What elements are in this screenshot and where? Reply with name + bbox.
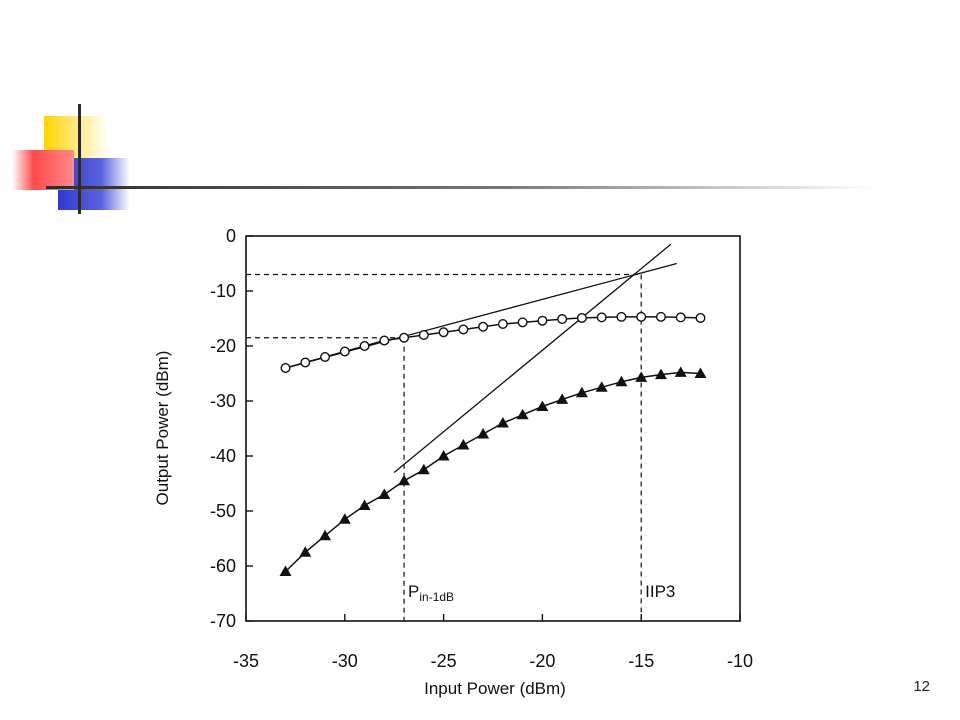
circle-data-point — [458, 324, 469, 335]
circle-data-point — [675, 312, 686, 323]
circle-data-point — [557, 314, 568, 325]
extrapolation-line-2 — [393, 243, 672, 474]
triangle-data-point — [319, 529, 332, 541]
triangle-data-point — [615, 375, 628, 387]
triangle-data-point — [654, 368, 667, 380]
x-tick-label: -35 — [233, 651, 259, 671]
annotation-label-2: IIP3 — [645, 582, 675, 601]
circle-data-point — [359, 341, 370, 352]
x-tick-label: -30 — [332, 651, 358, 671]
y-tick-label: -60 — [210, 556, 236, 576]
triangle-data-point — [516, 408, 529, 420]
circle-data-point — [616, 311, 627, 322]
triangle-data-point — [437, 450, 450, 461]
page-number: 12 — [913, 678, 930, 695]
triangle-data-point — [457, 439, 470, 450]
circle-data-point — [300, 357, 311, 368]
triangle-data-point — [674, 366, 687, 377]
triangle-data-point — [496, 417, 509, 428]
circle-data-point — [596, 312, 607, 323]
x-tick-label: -15 — [628, 651, 654, 671]
circle-data-point — [379, 335, 390, 346]
circle-data-point — [280, 363, 291, 374]
circle-data-point — [655, 311, 666, 322]
y-axis-label: Output Power (dBm) — [153, 351, 172, 506]
circle-data-point — [478, 321, 489, 332]
circle-data-point — [636, 311, 647, 322]
triangle-data-point — [279, 565, 292, 576]
series-1-line — [285, 316, 701, 369]
decoration-horizontal-line — [46, 186, 876, 189]
circle-data-point — [418, 330, 429, 341]
series-2-line — [284, 371, 701, 573]
y-tick-label: -10 — [210, 281, 236, 301]
triangle-data-point — [299, 546, 312, 557]
x-tick-label: -25 — [431, 651, 457, 671]
circle-data-point — [517, 317, 528, 328]
y-tick-label: -40 — [210, 446, 236, 466]
triangle-data-point — [378, 488, 391, 499]
x-tick-label: -20 — [529, 651, 555, 671]
slide-header-decoration — [12, 104, 876, 214]
y-tick-label: -20 — [210, 336, 236, 356]
annotation-main-text: IIP3 — [645, 582, 675, 601]
y-tick-label: -30 — [210, 391, 236, 411]
decoration-red-square — [12, 150, 74, 190]
triangle-data-point — [358, 499, 371, 510]
triangle-data-point — [595, 381, 608, 392]
triangle-data-point — [635, 371, 648, 382]
circle-data-point — [339, 346, 350, 357]
circle-data-point — [438, 327, 449, 338]
circle-data-point — [497, 319, 508, 330]
y-tick-label: -50 — [210, 501, 236, 521]
y-tick-label: -70 — [210, 611, 236, 631]
plot-frame — [245, 235, 741, 622]
x-axis-label: Input Power (dBm) — [424, 679, 566, 698]
triangle-data-point — [417, 463, 430, 475]
decoration-vertical-line — [78, 104, 81, 214]
y-tick-label: 0 — [226, 226, 236, 246]
circle-data-point — [576, 312, 587, 323]
triangle-data-point — [477, 428, 490, 439]
triangle-data-point — [338, 513, 351, 524]
triangle-data-point — [556, 393, 569, 404]
annotation-subscript-text: in-1dB — [419, 590, 454, 604]
circle-data-point — [537, 315, 548, 326]
triangle-data-point — [398, 474, 411, 486]
annotation-label-1: Pin-1dB — [408, 582, 454, 604]
x-tick-label: -10 — [727, 651, 753, 671]
triangle-data-point — [575, 386, 588, 398]
circle-data-point — [320, 352, 331, 363]
circle-data-point — [695, 312, 706, 323]
triangle-data-point — [536, 400, 549, 411]
annotation-main-text: P — [408, 582, 419, 601]
triangle-data-point — [694, 367, 707, 378]
circle-data-point — [399, 332, 410, 343]
